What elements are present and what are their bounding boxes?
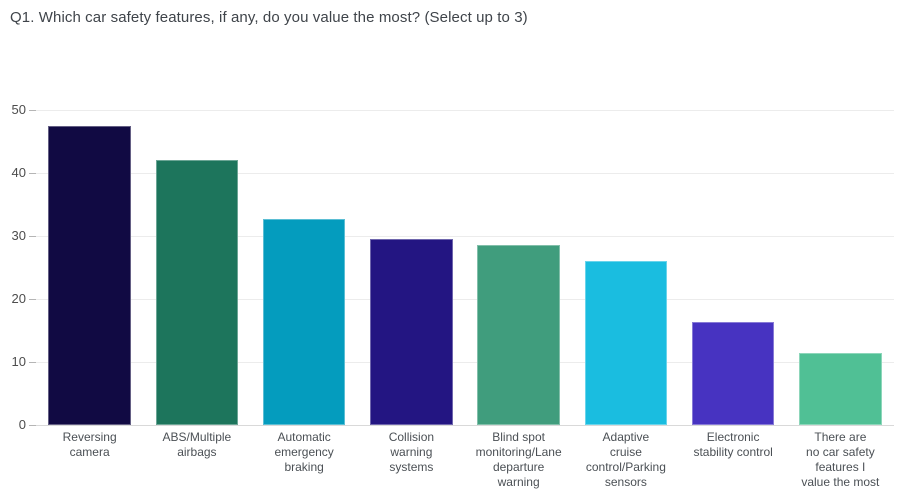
bar[interactable] [691, 322, 775, 425]
x-axis-label: ABS/Multiple airbags [162, 430, 232, 459]
y-axis-tick [29, 362, 36, 363]
y-axis-tick [29, 173, 36, 174]
bar-column [680, 110, 787, 425]
bar-column [358, 110, 465, 425]
y-axis-tick-label: 20 [11, 291, 26, 306]
bar-column [572, 110, 679, 425]
bar[interactable] [799, 352, 882, 425]
gridline-10 [36, 362, 894, 363]
bar-column [465, 110, 572, 425]
x-axis-label: There are no car safety features I value… [801, 430, 880, 489]
gridline-20 [36, 299, 894, 300]
bar[interactable] [48, 125, 131, 425]
bar[interactable] [370, 239, 453, 425]
bar[interactable] [155, 159, 239, 425]
x-axis-label: Blind spot monitoring/Lane departure war… [475, 430, 562, 489]
y-axis-tick-label: 50 [11, 102, 26, 117]
bar-series [36, 110, 894, 425]
gridline-50 [36, 110, 894, 111]
y-axis-tick-label: 10 [11, 354, 26, 369]
y-axis-tick-label: 30 [11, 228, 26, 243]
plot-area: 0 10 20 30 40 50 [12, 102, 894, 432]
x-axis-label: Automatic emergency braking [274, 430, 334, 474]
x-axis-label: Collision warning systems [388, 430, 435, 474]
bar[interactable] [477, 244, 560, 425]
bar-column [787, 110, 894, 425]
x-axis-label: Electronic stability control [693, 430, 773, 459]
y-axis-tick [29, 236, 36, 237]
chart-title: Q1. Which car safety features, if any, d… [10, 9, 528, 26]
y-axis-tick-label: 0 [18, 417, 26, 432]
y-axis-tick [29, 425, 36, 426]
gridline-0 [36, 425, 894, 426]
x-axis-labels: Reversing camera ABS/Multiple airbags Auto… [36, 430, 894, 490]
bar[interactable] [262, 219, 346, 425]
bar[interactable] [584, 260, 668, 425]
x-axis-label: Adaptive cruise control/Parking sensors [585, 430, 666, 489]
y-axis-tick-label: 40 [11, 165, 26, 180]
gridline-30 [36, 236, 894, 237]
bar-column [251, 110, 358, 425]
bar-column [143, 110, 250, 425]
x-axis-label: Reversing camera [62, 430, 117, 459]
bar-column [36, 110, 143, 425]
gridline-40 [36, 173, 894, 174]
y-axis-tick [29, 299, 36, 300]
y-axis-tick [29, 110, 36, 111]
